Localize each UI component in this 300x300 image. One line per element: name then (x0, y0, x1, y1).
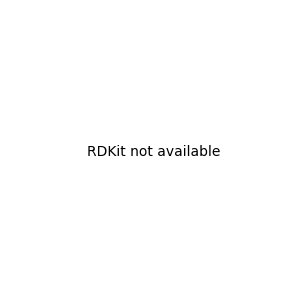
Text: RDKit not available: RDKit not available (87, 145, 220, 158)
